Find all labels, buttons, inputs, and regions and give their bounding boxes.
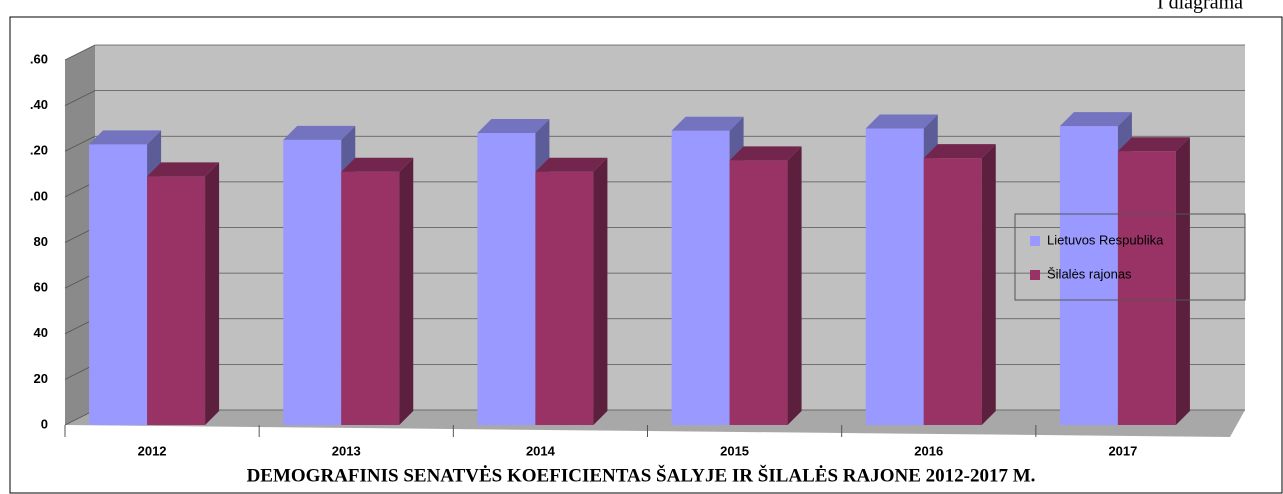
- y-tick-label: 20: [34, 371, 48, 386]
- bar-front: [729, 160, 788, 425]
- bar-front: [283, 139, 342, 425]
- x-tick-label: 2016: [914, 443, 943, 458]
- bar-side: [787, 146, 802, 425]
- bar-top: [923, 144, 996, 159]
- bar-front: [535, 171, 594, 425]
- legend-label: Lietuvos Respublika: [1047, 232, 1164, 247]
- grid-line-side: [64, 135, 96, 152]
- chart-title: DEMOGRAFINIS SENATVĖS KOEFICIENTAS ŠALYJ…: [247, 464, 1036, 486]
- y-tick-label: 40: [34, 325, 48, 340]
- bar-top: [865, 114, 938, 129]
- legend-swatch: [1030, 236, 1040, 246]
- y-tick-label: 80: [34, 234, 48, 249]
- bar-side: [593, 157, 608, 425]
- bar-top: [1117, 137, 1190, 152]
- bar-top: [1059, 112, 1132, 127]
- bar: [923, 144, 996, 425]
- bar-top: [671, 116, 744, 131]
- bar-top: [729, 146, 802, 161]
- bar-front: [477, 133, 536, 425]
- bar: [147, 162, 220, 425]
- bar-side: [205, 162, 220, 425]
- bar-side: [981, 144, 996, 425]
- x-tick-label: 2015: [720, 443, 749, 458]
- bar-front: [147, 176, 206, 425]
- bar-front: [923, 158, 982, 425]
- bar: [1117, 137, 1190, 425]
- legend-box: [1014, 213, 1246, 301]
- bar-side: [399, 157, 414, 425]
- grid-line-side: [64, 90, 96, 106]
- legend-swatch: [1030, 270, 1040, 280]
- bar-top: [89, 130, 162, 145]
- bar-top: [341, 157, 414, 172]
- x-tick-label: 2012: [138, 443, 167, 458]
- bar-front: [1117, 151, 1176, 425]
- bar-front: [671, 130, 730, 425]
- legend-label: Šilalės rajonas: [1047, 266, 1132, 281]
- x-tick-label: 2014: [526, 443, 556, 458]
- bar: [535, 157, 608, 425]
- bar-front: [865, 128, 924, 425]
- bar-front: [89, 144, 148, 425]
- y-tick-label: .00: [30, 188, 48, 203]
- grid-line-side: [64, 44, 96, 61]
- bar-top: [535, 157, 608, 172]
- y-tick-label: .60: [30, 51, 48, 66]
- bar-top: [477, 119, 550, 133]
- bar-front: [341, 171, 400, 425]
- y-tick-label: .40: [30, 97, 48, 112]
- annotation: I diagrama: [1157, 0, 1243, 14]
- x-tick-label: 2013: [332, 443, 361, 458]
- y-tick-label: 0: [41, 416, 48, 431]
- bar-side: [1175, 137, 1190, 425]
- bar-top: [283, 125, 356, 140]
- y-tick-label: 60: [34, 280, 48, 295]
- bar-front: [1059, 126, 1118, 425]
- x-tick-label: 2017: [1108, 443, 1137, 458]
- bar-top: [147, 162, 220, 177]
- bar: [729, 146, 802, 425]
- bar: [341, 157, 414, 425]
- y-tick-label: .20: [30, 143, 48, 158]
